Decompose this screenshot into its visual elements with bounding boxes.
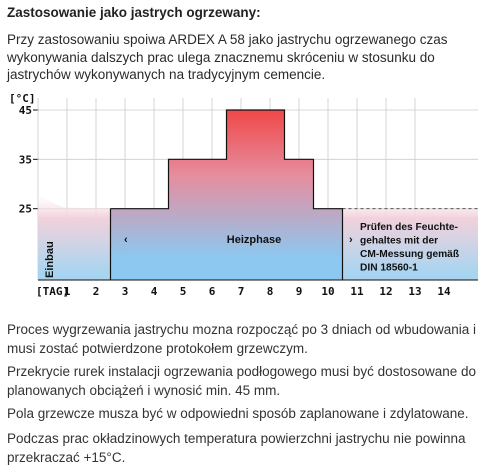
x-tick-label: 2 [93, 285, 100, 298]
pre-heating-zone [38, 195, 111, 280]
paragraph-surface-temp: Podczas prac okładzinowych temperatura p… [7, 431, 466, 465]
x-tick-label: 1 [64, 285, 71, 298]
installation-label: Einbau [44, 241, 56, 278]
x-tick-label: 13 [408, 285, 421, 298]
heating-phase-label: Heizphase [227, 234, 281, 246]
intro-paragraph: Przy zastosowaniu spoiwa ARDEX A 58 jako… [7, 32, 448, 82]
heating-profile-outline [109, 109, 344, 280]
section-heading: Zastosowanie jako jastrych ogrzewany: [7, 5, 261, 20]
y-tick-label: 35 [19, 153, 32, 166]
moisture-test-note-line: gehaltes mit der [360, 236, 438, 247]
arrow-right: › [349, 234, 353, 246]
x-tick-label: 3 [122, 285, 129, 298]
moisture-test-note-line: Prüfen des Feuchte- [360, 222, 458, 233]
x-tick-label: 8 [267, 285, 274, 298]
x-tick-label: 9 [296, 285, 303, 298]
paragraph-heating-start: Proces wygrzewania jastrychu mozna rozpo… [7, 322, 476, 356]
x-tick-label: 14 [437, 285, 451, 298]
x-tick-label: 12 [379, 285, 392, 298]
x-tick-label: 6 [209, 285, 216, 298]
x-tick-label: 7 [238, 285, 245, 298]
y-tick-label: 45 [19, 104, 32, 117]
x-axis-label: [TAG] [36, 285, 69, 298]
post-heating-zone [342, 208, 478, 280]
paragraph-heating-fields: Pola grzewcze musza być w odpowiedni spo… [7, 406, 469, 421]
x-tick-label: 4 [151, 285, 158, 298]
x-tick-label: 11 [350, 285, 364, 298]
moisture-test-note-line: CM-Messung gemäß [360, 249, 459, 260]
x-tick-label: 5 [180, 285, 187, 298]
y-tick-label: 25 [19, 203, 32, 216]
moisture-test-note-line: DIN 18560-1 [360, 263, 418, 274]
paragraph-pipe-cover: Przekrycie rurek instalacji ogrzewania p… [7, 364, 476, 398]
x-tick-label: 10 [321, 285, 334, 298]
arrow-left: ‹ [124, 234, 128, 246]
y-unit-label: [°C] [9, 92, 36, 105]
